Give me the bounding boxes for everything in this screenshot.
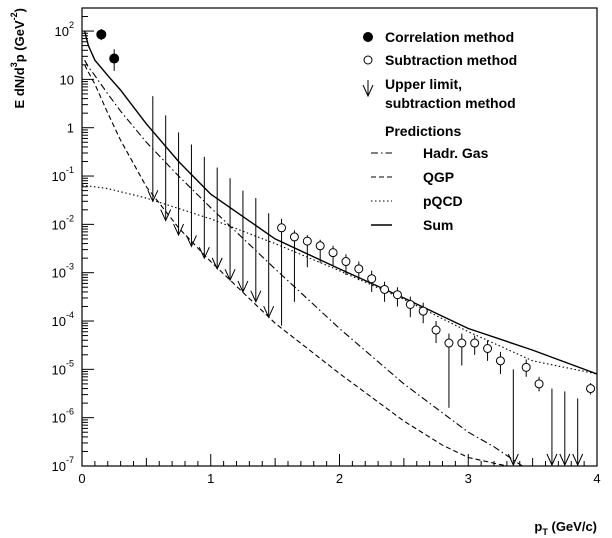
x-tick-label: 1 — [207, 471, 214, 486]
upper-limit-arrow-13 — [572, 398, 584, 467]
x-tick-label: 4 — [593, 471, 600, 486]
legend-upper-limit-label-2: subtraction method — [385, 95, 516, 111]
y-tick-label: 10-2 — [52, 213, 74, 232]
legend-subtraction-label: Subtraction method — [385, 52, 517, 68]
subtraction-point-7 — [367, 270, 377, 292]
subtraction-point-10 — [405, 296, 415, 318]
subtraction-point-3 — [315, 239, 325, 263]
y-tick-label: 10 — [60, 72, 74, 87]
subtraction-point-8 — [380, 281, 390, 302]
legend: Correlation method Subtraction method Uppe… — [362, 29, 517, 233]
subtraction-point-14 — [457, 333, 467, 366]
upper-limit-arrow-5 — [211, 167, 223, 271]
y-tick-label: 10-4 — [52, 310, 74, 329]
curve-hadr-gas — [84, 59, 523, 466]
subtraction-point-9 — [392, 287, 402, 307]
upper-limit-arrow-8 — [250, 198, 262, 303]
subtraction-point-2 — [302, 235, 312, 268]
y-tick-label: 10-1 — [52, 165, 74, 184]
data-points — [96, 29, 596, 467]
legend-correlation-label: Correlation method — [385, 29, 514, 45]
legend-predictions-header: Predictions — [385, 123, 461, 139]
subtraction-point-0 — [277, 218, 287, 326]
subtraction-point-18 — [521, 359, 531, 377]
subtraction-point-4 — [328, 245, 338, 266]
y-tick-label: 1 — [67, 121, 74, 136]
subtraction-point-5 — [341, 254, 351, 275]
prediction-curves — [82, 30, 597, 466]
upper-limit-arrow-4 — [198, 156, 210, 260]
upper-limit-arrow-10 — [507, 369, 519, 467]
y-tick-label: 10-7 — [52, 455, 74, 474]
legend-hadr_gas-label: Hadr. Gas — [423, 145, 489, 161]
upper-limit-arrow-2 — [173, 132, 185, 237]
x-tick-label: 3 — [465, 471, 472, 486]
upper-limit-arrow-11 — [546, 388, 558, 467]
correlation-point-0 — [96, 29, 107, 41]
subtraction-point-12 — [431, 321, 441, 344]
correlation-point-1 — [109, 49, 120, 71]
subtraction-point-6 — [354, 261, 364, 281]
subtraction-point-1 — [289, 230, 299, 302]
legend-upper-limit-marker — [362, 80, 374, 98]
subtraction-point-13 — [444, 333, 454, 408]
subtraction-point-15 — [470, 335, 480, 355]
legend-upper-limit-label-1: Upper limit, — [385, 76, 462, 92]
legend-pqcd-label: pQCD — [423, 193, 463, 209]
y-tick-label: 10-6 — [52, 407, 74, 426]
legend-correlation-marker — [363, 32, 373, 42]
y-tick-label: 10-3 — [52, 262, 74, 281]
upper-limit-arrow-0 — [147, 96, 159, 203]
legend-qgp-label: QGP — [423, 169, 454, 185]
subtraction-point-11 — [418, 302, 428, 324]
upper-limit-arrow-7 — [237, 190, 249, 294]
y-tick-label: 102 — [55, 20, 74, 39]
subtraction-point-19 — [534, 376, 544, 392]
y-tick-label: 10-5 — [52, 358, 74, 377]
subtraction-point-17 — [495, 351, 505, 375]
x-tick-label: 2 — [336, 471, 343, 486]
x-axis-title: pT (GeV/c) — [534, 519, 597, 537]
upper-limit-arrow-12 — [559, 391, 571, 467]
y-axis-title: E dN/d3p (GeV-2) — [9, 8, 27, 108]
upper-limit-arrow-1 — [160, 115, 172, 222]
upper-limit-arrow-6 — [224, 178, 236, 282]
legend-sum-label: Sum — [423, 217, 453, 233]
subtraction-point-20 — [586, 383, 596, 395]
curve-sum — [83, 30, 597, 375]
legend-subtraction-marker — [363, 55, 373, 65]
axes: 0 1 2 3 4 102 10 1 10-1 10-2 10-3 10-4 10-5 10-6 10-7 p… — [9, 7, 601, 537]
curve-qgp — [84, 64, 508, 466]
upper-limit-arrow-3 — [185, 144, 197, 248]
x-tick-label: 0 — [78, 471, 85, 486]
upper-limit-arrow-9 — [263, 213, 275, 319]
plot-frame — [81, 7, 598, 467]
subtraction-point-16 — [483, 340, 493, 361]
